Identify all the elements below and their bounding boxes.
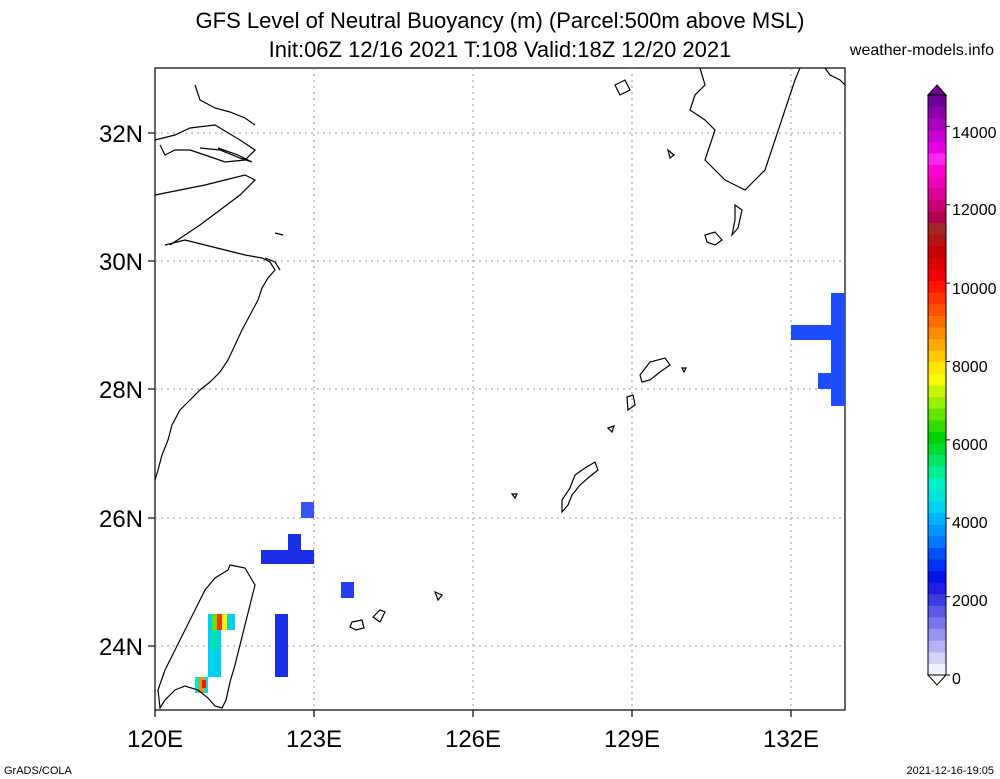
- colorbar-swatch: [928, 559, 946, 572]
- colorbar-swatch: [928, 605, 946, 618]
- lat-label-30n: 30N: [99, 249, 143, 276]
- lat-label-24n: 24N: [99, 634, 143, 661]
- colorbar-swatch: [928, 396, 946, 409]
- lat-label-28n: 28N: [99, 377, 143, 404]
- colorbar-swatch: [928, 628, 946, 641]
- colorbar-swatch: [928, 153, 946, 166]
- colorbar-swatch: [928, 199, 946, 212]
- colorbar-swatch: [928, 547, 946, 560]
- colorbar-swatch: [928, 211, 946, 224]
- lon-label-123e: 123E: [286, 726, 342, 753]
- colorbar-swatch: [928, 176, 946, 189]
- colorbar-swatch: [928, 373, 946, 386]
- colorbar-swatch: [928, 663, 946, 676]
- colorbar-swatch: [928, 269, 946, 282]
- colorbar-swatch: [928, 651, 946, 664]
- colorbar-swatch: [928, 489, 946, 502]
- colorbar-swatch: [928, 385, 946, 398]
- lon-label-126e: 126E: [445, 726, 501, 753]
- lon-label-129e: 129E: [604, 726, 660, 753]
- map-title: GFS Level of Neutral Buoyancy (m) (Parce…: [195, 8, 805, 33]
- colorbar-swatch: [928, 222, 946, 235]
- footer-left: GrADS/COLA: [4, 765, 72, 777]
- colorbar-swatch: [928, 245, 946, 258]
- colorbar-label-0: 0: [952, 671, 961, 688]
- colorbar-swatch: [928, 617, 946, 630]
- colorbar-max-arrow: [926, 84, 948, 96]
- colorbar-swatch: [928, 408, 946, 421]
- colorbar-label-10000: 10000: [952, 281, 997, 298]
- colorbar-swatch: [928, 524, 946, 537]
- lon-label-132e: 132E: [763, 726, 819, 753]
- colorbar-swatch: [928, 640, 946, 653]
- colorbar-swatch: [928, 95, 946, 108]
- colorbar-frame: [927, 94, 947, 676]
- map-subtitle: Init:06Z 12/16 2021 T:108 Valid:18Z 12/2…: [268, 37, 732, 62]
- colorbar-swatch: [928, 466, 946, 479]
- colorbar-swatch: [928, 361, 946, 374]
- colorbar-swatch: [928, 234, 946, 247]
- colorbar-swatch: [928, 477, 946, 490]
- lon-label-120e: 120E: [127, 726, 183, 753]
- colorbar-swatch: [928, 593, 946, 606]
- colorbar-swatch: [928, 501, 946, 514]
- lat-label-26n: 26N: [99, 506, 143, 533]
- colorbar-swatch: [928, 129, 946, 142]
- colorbar-swatch: [928, 535, 946, 548]
- colorbar-label-8000: 8000: [952, 359, 988, 376]
- graticule: [155, 68, 845, 710]
- colorbar-swatch: [928, 582, 946, 595]
- axis-ticks: [148, 132, 792, 717]
- colorbar-swatch: [928, 338, 946, 351]
- lnb-shading: [195, 293, 845, 693]
- colorbar-swatch: [928, 118, 946, 131]
- colorbar-swatch: [928, 315, 946, 328]
- colorbar-swatch: [928, 419, 946, 432]
- colorbar: [926, 84, 950, 686]
- colorbar-swatch: [928, 350, 946, 363]
- footer-right: 2021-12-16-19:05: [906, 765, 994, 777]
- colorbar-swatch: [928, 303, 946, 316]
- colorbar-label-12000: 12000: [952, 202, 997, 219]
- colorbar-swatch: [928, 327, 946, 340]
- lat-label-32n: 32N: [99, 121, 143, 148]
- colorbar-label-14000: 14000: [952, 125, 997, 142]
- colorbar-label-4000: 4000: [952, 515, 988, 532]
- coastlines: [154, 67, 846, 710]
- colorbar-swatch: [928, 187, 946, 200]
- colorbar-label-6000: 6000: [952, 437, 988, 454]
- colorbar-swatch: [928, 454, 946, 467]
- colorbar-swatch: [928, 292, 946, 305]
- colorbar-swatch: [928, 280, 946, 293]
- colorbar-swatch: [928, 431, 946, 444]
- colorbar-swatch: [928, 164, 946, 177]
- credit-text: weather-models.info: [849, 42, 994, 59]
- colorbar-swatch: [928, 257, 946, 270]
- colorbar-min-arrow: [926, 674, 948, 686]
- colorbar-swatch: [928, 570, 946, 583]
- colorbar-swatch: [928, 141, 946, 154]
- colorbar-label-2000: 2000: [952, 593, 988, 610]
- colorbar-swatch: [928, 106, 946, 119]
- colorbar-swatch: [928, 512, 946, 525]
- colorbar-swatch: [928, 443, 946, 456]
